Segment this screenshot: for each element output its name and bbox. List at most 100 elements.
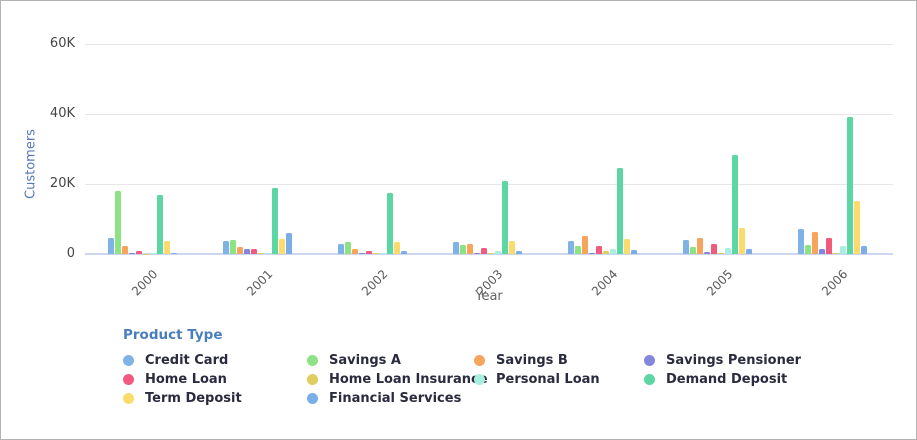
legend-swatch-icon	[644, 374, 655, 385]
bar-demand-deposit-2004[interactable]	[616, 167, 623, 254]
legend-item-savings-a[interactable]: Savings A	[307, 353, 474, 368]
legend-label: Term Deposit	[145, 391, 242, 406]
bar-group-2002	[337, 34, 407, 254]
bar-savings-a-2002[interactable]	[344, 242, 351, 254]
x-axis-baseline	[85, 253, 893, 255]
bar-financial-services-2003[interactable]	[515, 250, 522, 254]
bar-home-loan-2002[interactable]	[365, 250, 372, 254]
bar-savings-b-2000[interactable]	[121, 246, 128, 254]
bar-group-2001	[222, 34, 292, 254]
bar-term-deposit-2006[interactable]	[853, 200, 860, 254]
legend-item-savings-b[interactable]: Savings B	[474, 353, 644, 368]
bar-term-deposit-2004[interactable]	[623, 239, 630, 254]
gridline	[85, 184, 893, 185]
bar-savings-b-2005[interactable]	[696, 237, 703, 254]
bar-home-loan-2000[interactable]	[135, 251, 142, 254]
bar-personal-loan-2003[interactable]	[494, 251, 501, 254]
bar-term-deposit-2005[interactable]	[738, 228, 745, 254]
legend-label: Personal Loan	[496, 372, 600, 387]
bar-term-deposit-2001[interactable]	[278, 238, 285, 254]
bar-credit-card-2006[interactable]	[797, 229, 804, 254]
bar-savings-b-2003[interactable]	[466, 244, 473, 254]
bar-home-loan-2006[interactable]	[825, 237, 832, 254]
bar-savings-pensioner-2001[interactable]	[243, 249, 250, 254]
bar-savings-a-2000[interactable]	[114, 191, 121, 254]
legend-item-demand-deposit[interactable]: Demand Deposit	[644, 372, 863, 387]
bar-savings-pensioner-2006[interactable]	[818, 249, 825, 254]
x-tick-label: 2001	[244, 267, 276, 299]
bar-savings-a-2003[interactable]	[459, 244, 466, 254]
bar-savings-b-2006[interactable]	[811, 232, 818, 254]
bar-home-loan-2004[interactable]	[595, 245, 602, 254]
bar-savings-a-2004[interactable]	[574, 245, 581, 254]
bar-home-loan-insurance-2006[interactable]	[832, 252, 839, 254]
bar-credit-card-2000[interactable]	[107, 238, 114, 254]
gridline	[85, 44, 893, 45]
legend-item-financial-services[interactable]: Financial Services	[307, 391, 474, 406]
legend-item-credit-card[interactable]: Credit Card	[123, 353, 307, 368]
bar-savings-a-2006[interactable]	[804, 245, 811, 254]
legend-item-term-deposit[interactable]: Term Deposit	[123, 391, 307, 406]
legend-label: Savings A	[329, 353, 401, 368]
bar-savings-pensioner-2003[interactable]	[473, 252, 480, 254]
bar-savings-b-2001[interactable]	[236, 247, 243, 254]
legend-swatch-icon	[123, 355, 134, 366]
bar-personal-loan-2004[interactable]	[609, 248, 616, 254]
legend-label: Savings Pensioner	[666, 353, 802, 368]
bar-savings-b-2004[interactable]	[581, 235, 588, 254]
x-tick-label: 2004	[589, 267, 621, 299]
bar-savings-a-2005[interactable]	[689, 247, 696, 254]
bar-savings-pensioner-2000[interactable]	[128, 253, 135, 254]
x-tick-label: 2000	[129, 267, 161, 299]
bar-demand-deposit-2006[interactable]	[846, 117, 853, 254]
bar-financial-services-2005[interactable]	[745, 249, 752, 254]
bar-term-deposit-2002[interactable]	[393, 241, 400, 254]
bar-demand-deposit-2002[interactable]	[386, 193, 393, 254]
bar-savings-a-2001[interactable]	[229, 239, 236, 254]
bar-credit-card-2005[interactable]	[682, 240, 689, 254]
bar-credit-card-2003[interactable]	[452, 242, 459, 254]
bar-savings-b-2002[interactable]	[351, 248, 358, 254]
legend-item-savings-pensioner[interactable]: Savings Pensioner	[644, 353, 863, 368]
bar-home-loan-insurance-2003[interactable]	[487, 253, 494, 254]
bar-term-deposit-2003[interactable]	[508, 241, 515, 254]
bar-savings-pensioner-2005[interactable]	[703, 252, 710, 254]
bar-demand-deposit-2000[interactable]	[156, 194, 163, 254]
bar-home-loan-2003[interactable]	[480, 248, 487, 254]
legend-label: Home Loan Insurance	[329, 372, 488, 387]
bar-personal-loan-2001[interactable]	[264, 252, 271, 254]
bar-credit-card-2004[interactable]	[567, 241, 574, 254]
legend-label: Credit Card	[145, 353, 229, 368]
legend: Product Type Credit Card Savings A Savings…	[123, 327, 863, 406]
bar-term-deposit-2000[interactable]	[163, 240, 170, 254]
bar-credit-card-2001[interactable]	[222, 241, 229, 254]
legend-item-personal-loan[interactable]: Personal Loan	[474, 372, 644, 387]
bar-financial-services-2001[interactable]	[285, 232, 292, 254]
bar-home-loan-insurance-2004[interactable]	[602, 251, 609, 254]
bar-demand-deposit-2005[interactable]	[731, 155, 738, 254]
legend-item-home-loan-insurance[interactable]: Home Loan Insurance	[307, 372, 488, 387]
bar-home-loan-2001[interactable]	[250, 248, 257, 254]
bar-financial-services-2006[interactable]	[860, 245, 867, 254]
bar-demand-deposit-2001[interactable]	[271, 187, 278, 254]
bar-personal-loan-2002[interactable]	[379, 252, 386, 254]
legend-item-home-loan[interactable]: Home Loan	[123, 372, 307, 387]
bar-home-loan-insurance-2005[interactable]	[717, 252, 724, 254]
bar-financial-services-2000[interactable]	[170, 252, 177, 254]
bar-savings-pensioner-2002[interactable]	[358, 252, 365, 254]
bar-credit-card-2002[interactable]	[337, 243, 344, 254]
bar-home-loan-insurance-2002[interactable]	[372, 253, 379, 254]
bar-chart-plot-area: 60K 40K 20K 0 Customers 2000 2001 2002 2003 200…	[1, 1, 916, 311]
bar-personal-loan-2006[interactable]	[839, 245, 846, 254]
bar-home-loan-insurance-2001[interactable]	[257, 253, 264, 254]
bar-financial-services-2002[interactable]	[400, 251, 407, 254]
x-tick-label: 2005	[704, 267, 736, 299]
legend-label: Savings B	[496, 353, 568, 368]
bar-savings-pensioner-2004[interactable]	[588, 252, 595, 254]
bar-personal-loan-2005[interactable]	[724, 248, 731, 254]
bar-demand-deposit-2003[interactable]	[501, 180, 508, 254]
bar-home-loan-2005[interactable]	[710, 243, 717, 254]
bar-personal-loan-2000[interactable]	[149, 253, 156, 254]
bar-financial-services-2004[interactable]	[630, 250, 637, 254]
bar-group-2003	[452, 34, 522, 254]
